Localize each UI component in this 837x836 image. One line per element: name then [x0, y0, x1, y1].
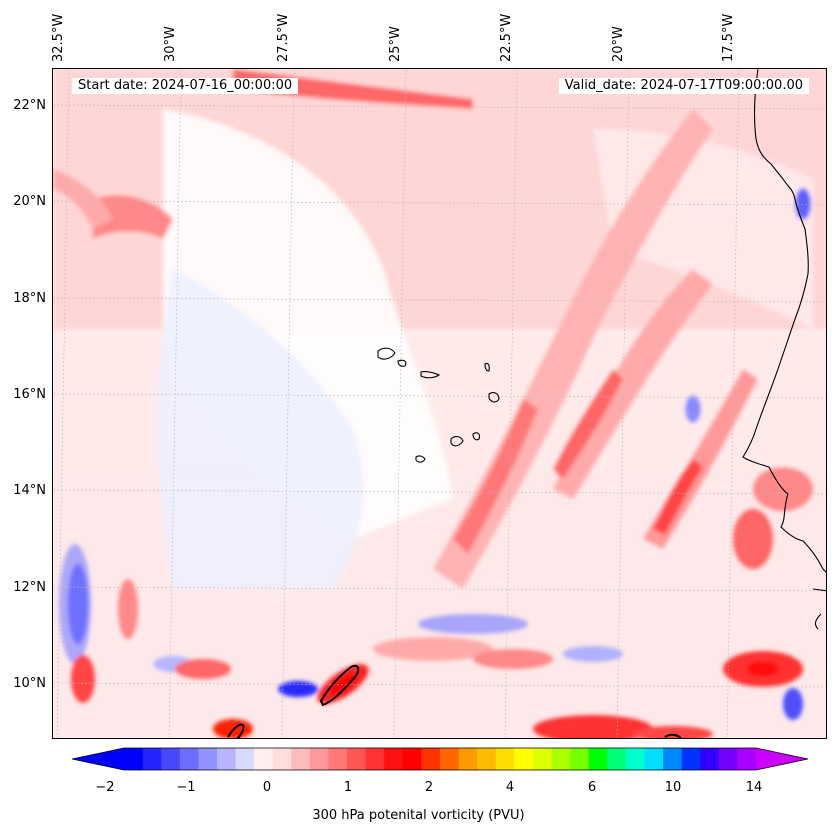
pv-2-contour [227, 664, 682, 738]
colorbar-tick-label: 1 [343, 780, 353, 795]
colorbar-tick-label: −1 [176, 780, 196, 795]
parallel [53, 682, 826, 688]
valid-date-label: Valid_date: 2024-07-17T09:00:00.00 [558, 78, 809, 94]
parallel [53, 586, 826, 592]
parallel [53, 489, 826, 495]
lon-label: 30°W [163, 26, 178, 62]
lat-label: 10°N [13, 676, 46, 691]
pv-field [53, 69, 826, 738]
colorbar-swatch [216, 748, 237, 770]
lat-label: 14°N [13, 483, 46, 498]
parallel [53, 297, 826, 303]
colorbar-swatch [347, 748, 367, 770]
colorbar-swatch [495, 748, 515, 770]
graticule [53, 69, 826, 738]
colorbar-swatch [532, 748, 553, 770]
colorbar-swatch [458, 748, 478, 770]
colorbar-swatch [421, 748, 441, 770]
lat-label: 16°N [13, 387, 46, 402]
colorbar-swatch [625, 748, 645, 770]
colorbar-swatch [124, 748, 144, 770]
colorbar-swatch [309, 748, 329, 770]
colorbar-swatch [198, 748, 218, 770]
parallel [53, 393, 826, 399]
colorbar-swatch [384, 748, 404, 770]
start-date-label: Start date: 2024-07-16_00:00:00 [72, 78, 299, 94]
colorbar-swatch [718, 748, 738, 770]
lat-label: 22°N [13, 98, 46, 113]
map-panel[interactable] [52, 68, 827, 739]
colorbar-swatch [272, 748, 292, 770]
colorbar-swatch [700, 748, 720, 770]
colorbar-tick-label: −2 [95, 780, 115, 795]
colorbar-tick-label: 14 [745, 780, 763, 795]
colorbar-swatch [551, 748, 571, 770]
colorbar-swatch [161, 748, 181, 770]
lat-label: 18°N [13, 291, 46, 306]
colorbar-swatch [644, 748, 664, 770]
colorbar-swatch [291, 748, 311, 770]
pv-contour-map [53, 69, 826, 738]
colorbar-swatch [142, 748, 162, 770]
parallel [53, 200, 826, 206]
colorbar-swatch [663, 748, 683, 770]
colorbar [72, 747, 808, 771]
lon-label: 22.5°W [499, 13, 514, 62]
colorbar-tick-label: 6 [587, 780, 597, 795]
colorbar-extend-high [756, 748, 808, 770]
colorbar-tick-label: 4 [505, 780, 515, 795]
lon-label: 20°W [611, 26, 626, 62]
colorbar-swatch [737, 748, 757, 770]
colorbar-swatch [588, 748, 608, 770]
colorbar-swatch [235, 748, 255, 770]
lon-label: 27.5°W [276, 13, 291, 62]
colorbar-swatch [514, 748, 534, 770]
lon-label: 17.5°W [721, 13, 736, 62]
lon-label: 32.5°W [51, 13, 66, 62]
colorbar-swatch [365, 748, 385, 770]
colorbar-label: 300 hPa potenital vorticity (PVU) [312, 808, 525, 823]
lat-label: 12°N [13, 580, 46, 595]
colorbar-swatch [681, 748, 701, 770]
colorbar-tick-label: 2 [424, 780, 434, 795]
colorbar-swatch [328, 748, 348, 770]
colorbar-swatch [440, 748, 460, 770]
colorbar-swatch [570, 748, 590, 770]
lat-label: 20°N [13, 194, 46, 209]
colorbar-swatch [179, 748, 199, 770]
colorbar-swatch [254, 748, 274, 770]
lon-label: 25°W [388, 26, 403, 62]
coastline [377, 69, 826, 630]
colorbar-swatch [607, 748, 627, 770]
parallel [53, 104, 826, 110]
colorbar-swatch [402, 748, 422, 770]
colorbar-outline [72, 747, 808, 771]
colorbar-swatch [477, 748, 497, 770]
colorbar-tick-label: 10 [664, 780, 682, 795]
colorbar-extend-low [72, 748, 124, 770]
colorbar-tick-label: 0 [262, 780, 272, 795]
